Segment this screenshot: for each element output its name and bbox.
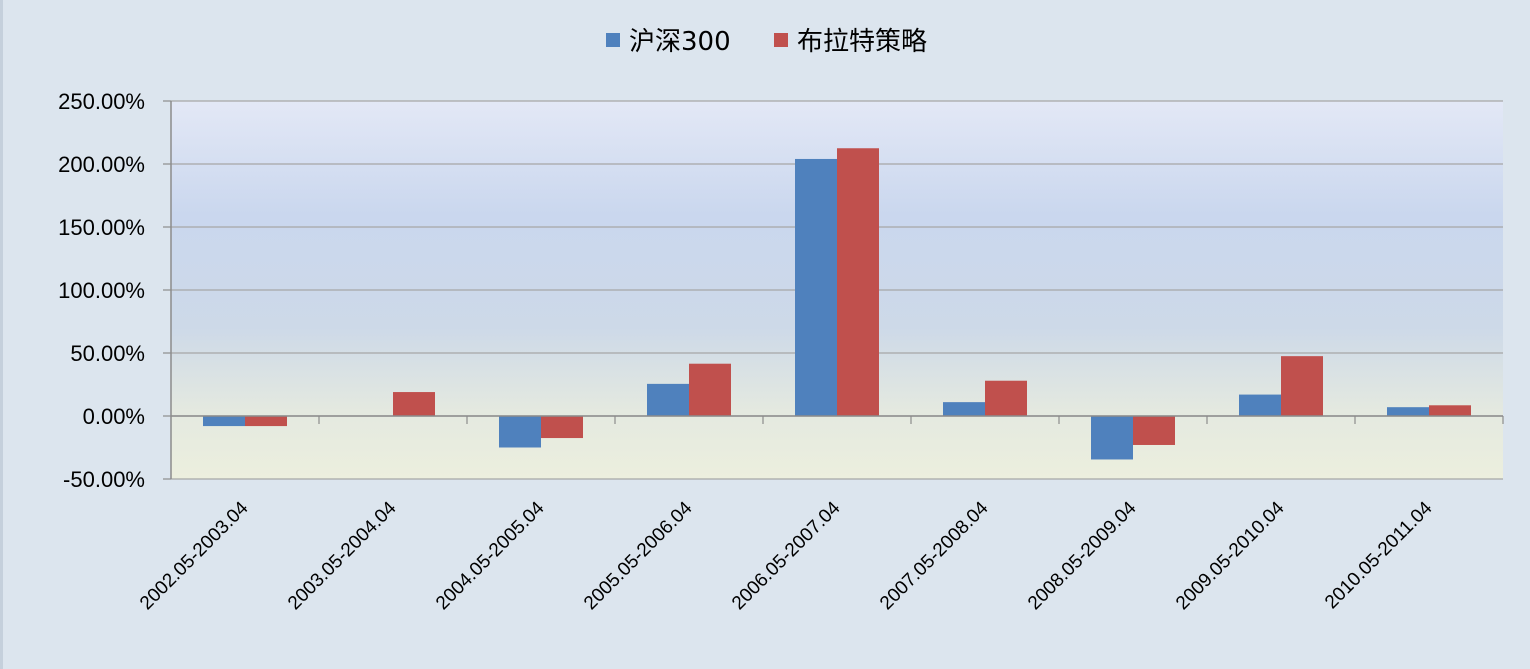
x-tick-label: 2009.05-2010.04 bbox=[1172, 497, 1289, 614]
bar-strategy bbox=[245, 416, 287, 427]
bar-strategy bbox=[689, 363, 731, 416]
bars bbox=[203, 148, 1471, 460]
legend: 沪深300 布拉特策略 bbox=[606, 27, 927, 57]
legend-swatch bbox=[606, 33, 620, 47]
bar-hs300 bbox=[647, 383, 689, 416]
bar-strategy bbox=[1429, 405, 1471, 416]
bar-hs300 bbox=[1387, 407, 1429, 416]
x-tick-label: 2010.05-2011.04 bbox=[1321, 497, 1437, 613]
x-tick-label: 2004.05-2005.04 bbox=[432, 497, 549, 614]
bar-hs300 bbox=[1239, 394, 1281, 416]
y-axis-tick-labels: 250.00% 200.00% 150.00% 100.00% 50.00% 0.00% -… bbox=[58, 89, 145, 492]
legend-swatch bbox=[774, 33, 788, 47]
x-tick-label: 2006.05-2007.04 bbox=[728, 497, 845, 614]
x-tick-label: 2003.05-2004.04 bbox=[284, 497, 401, 614]
bar-hs300 bbox=[203, 416, 245, 427]
bar-strategy bbox=[393, 392, 435, 416]
y-tick-label: 150.00% bbox=[58, 215, 145, 240]
y-tick-label: 200.00% bbox=[58, 152, 145, 177]
x-tick-label: 2008.05-2009.04 bbox=[1024, 497, 1141, 614]
bar-strategy bbox=[1281, 356, 1323, 416]
x-tick-label: 2005.05-2006.04 bbox=[580, 497, 697, 614]
bar-chart: 沪深300 布拉特策略 250.00% 200.00% 150.00% 100.00% 5… bbox=[58, 27, 1504, 614]
bar-strategy bbox=[837, 148, 879, 416]
bar-strategy bbox=[1133, 416, 1175, 445]
x-axis-tick-labels: 2002.05-2003.04 2003.05-2004.04 2004.05-20… bbox=[136, 497, 1437, 614]
y-tick-label: 0.00% bbox=[83, 404, 145, 429]
legend-label: 布拉特策略 bbox=[797, 27, 927, 57]
bar-hs300 bbox=[795, 158, 837, 416]
x-tick-label: 2007.05-2008.04 bbox=[876, 497, 993, 614]
bar-strategy bbox=[985, 380, 1027, 416]
bar-hs300 bbox=[499, 416, 541, 448]
bar-strategy bbox=[541, 416, 583, 439]
bar-hs300 bbox=[1091, 416, 1133, 460]
y-tick-label: 250.00% bbox=[58, 89, 145, 114]
axes bbox=[170, 101, 1504, 479]
x-tick-label: 2002.05-2003.04 bbox=[136, 497, 253, 614]
y-tick-label: -50.00% bbox=[63, 467, 145, 492]
y-tick-label: 50.00% bbox=[70, 341, 145, 366]
bar-hs300 bbox=[943, 402, 985, 416]
y-tick-label: 100.00% bbox=[58, 278, 145, 303]
legend-label: 沪深300 bbox=[629, 27, 731, 57]
